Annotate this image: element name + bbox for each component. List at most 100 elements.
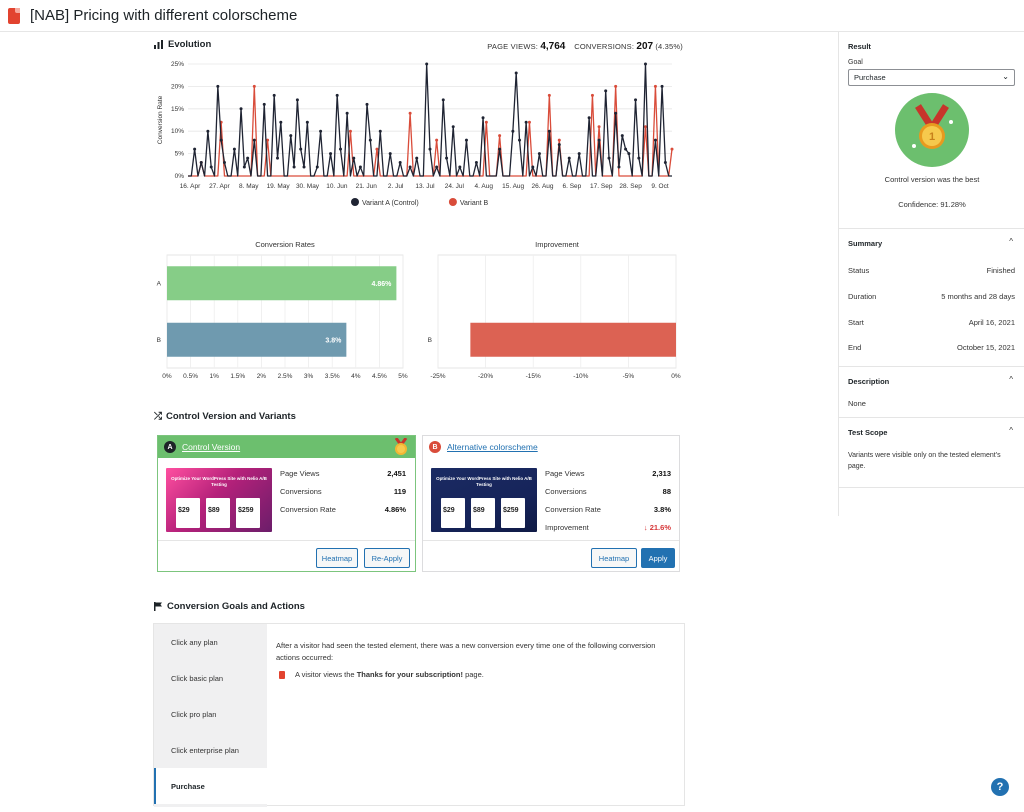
metric-value: 21.6% [649, 523, 671, 532]
x-tick-label: 26. Aug [531, 183, 553, 190]
metric-label: Improvement [545, 523, 589, 532]
data-point [408, 111, 412, 115]
data-point [484, 120, 488, 124]
metric-value: 2,313 [652, 469, 671, 478]
data-point [441, 98, 445, 102]
goal-tab-pro-plan[interactable]: Click pro plan [171, 709, 217, 719]
x-tick-label: 21. Jun [356, 183, 378, 190]
data-point [262, 102, 266, 106]
alternative-badge: B [429, 441, 441, 453]
alt-plan-enterprise: $259 [501, 498, 525, 528]
collapse-scope-icon[interactable]: ^ [1009, 426, 1013, 435]
control-plan-enterprise: $259 [236, 498, 260, 528]
improvement-chart: Improvement -25% -20% -15% -10% -5% 0% B [428, 240, 681, 380]
svg-text:1: 1 [929, 131, 935, 143]
goal-tab-any-plan[interactable]: Click any plan [171, 637, 218, 647]
bar-value-label: 3.8% [325, 337, 342, 344]
collapse-summary-icon[interactable]: ^ [1009, 237, 1013, 246]
legend-entry: Variant A (Control) [362, 200, 419, 207]
help-button[interactable]: ? [991, 778, 1009, 796]
metric-value: 119 [393, 487, 406, 496]
apply-button[interactable]: Apply [641, 548, 675, 568]
metric-label: Conversion Rate [545, 505, 601, 514]
data-point [375, 147, 379, 151]
x-tick-label: 27. Apr [209, 183, 230, 190]
data-point [435, 138, 439, 142]
goal-tab-basic-plan[interactable]: Click basic plan [171, 673, 224, 683]
data-point [348, 129, 352, 133]
collapse-description-icon[interactable]: ^ [1009, 375, 1013, 384]
data-point [451, 125, 455, 129]
description-heading: Description [848, 377, 890, 386]
data-point [445, 156, 449, 160]
action-prefix: A visitor views the [295, 670, 355, 679]
evolution-stats: PAGE VIEWS: 4,764 CONVERSIONS: 207 (4.35… [487, 41, 683, 52]
data-point [266, 138, 270, 142]
alt-metric-page-views: Page Views 2,313 [545, 469, 671, 478]
data-point [557, 138, 561, 142]
goals-heading: Conversion Goals and Actions [154, 601, 305, 612]
control-plan-pro: $89 [206, 498, 230, 528]
conversions-pct: (4.35%) [655, 42, 683, 51]
alt-plan-basic: $29 [441, 498, 465, 528]
alternative-version-link[interactable]: Alternative colorscheme [447, 442, 538, 452]
metric-value: 4.86% [384, 505, 406, 514]
x-tick-label: 13. Jul [415, 183, 435, 190]
goal-tab-purchase[interactable]: Purchase [154, 768, 267, 804]
chart-title: Conversion Rates [255, 240, 315, 249]
x-tick-label: 2. Jul [388, 183, 404, 190]
data-point [329, 152, 333, 156]
control-version-link[interactable]: Control Version [182, 442, 241, 452]
data-point [531, 165, 535, 169]
data-point [547, 129, 551, 133]
goal-select[interactable]: Purchase ⌄ [848, 69, 1015, 86]
data-point [527, 120, 531, 124]
control-heatmap-button[interactable]: Heatmap [316, 548, 358, 568]
document-icon [8, 8, 20, 24]
data-point [319, 129, 323, 133]
data-point [378, 129, 382, 133]
data-point [670, 147, 674, 151]
control-thumb-title: Optimize Your WordPress Site with Nelio … [171, 476, 267, 487]
metric-value: 2,451 [387, 469, 406, 478]
page-title: [NAB] Pricing with different colorscheme [30, 7, 298, 24]
alternative-heatmap-button[interactable]: Heatmap [591, 548, 637, 568]
alt-metric-conversion-rate: Conversion Rate 3.8% [545, 505, 671, 514]
data-point [289, 134, 293, 138]
category-label: A [157, 280, 162, 287]
page-icon [279, 670, 285, 679]
reapply-button[interactable]: Re-Apply [364, 548, 410, 568]
summary-row-start: Start April 16, 2021 [848, 318, 1015, 327]
data-point [365, 102, 369, 106]
summary-row-duration: Duration 5 months and 28 days [848, 292, 1015, 301]
bar-value-label: 4.86% [372, 281, 393, 288]
control-metric-conversions: Conversions 119 [280, 487, 406, 496]
data-point [514, 71, 518, 75]
summary-row-end: End October 15, 2021 [848, 343, 1015, 352]
winner-medal-icon: 1 [895, 93, 969, 167]
control-metric-conversion-rate: Conversion Rate 4.86% [280, 505, 406, 514]
data-point [299, 147, 303, 151]
data-point [537, 152, 541, 156]
data-point [653, 84, 657, 88]
x-tick-label: 4. Aug [475, 183, 494, 190]
conversions-value: 207 [636, 41, 654, 52]
data-point [660, 84, 664, 88]
data-point [557, 143, 561, 147]
data-point [620, 134, 624, 138]
data-point [498, 147, 502, 151]
data-point [425, 62, 429, 66]
series-line [188, 63, 672, 177]
data-point [663, 161, 667, 165]
x-tick-label: 19. May [267, 183, 291, 190]
data-point [637, 156, 641, 160]
data-point [222, 161, 226, 165]
goal-tab-enterprise-plan[interactable]: Click enterprise plan [171, 745, 239, 755]
data-point [242, 165, 246, 169]
y-tick-label: 0% [175, 173, 185, 180]
row-value: April 16, 2021 [968, 318, 1015, 327]
data-point [279, 120, 283, 124]
data-point [338, 147, 342, 151]
control-badge: A [164, 441, 176, 453]
control-price-pro: $89 [208, 507, 220, 514]
